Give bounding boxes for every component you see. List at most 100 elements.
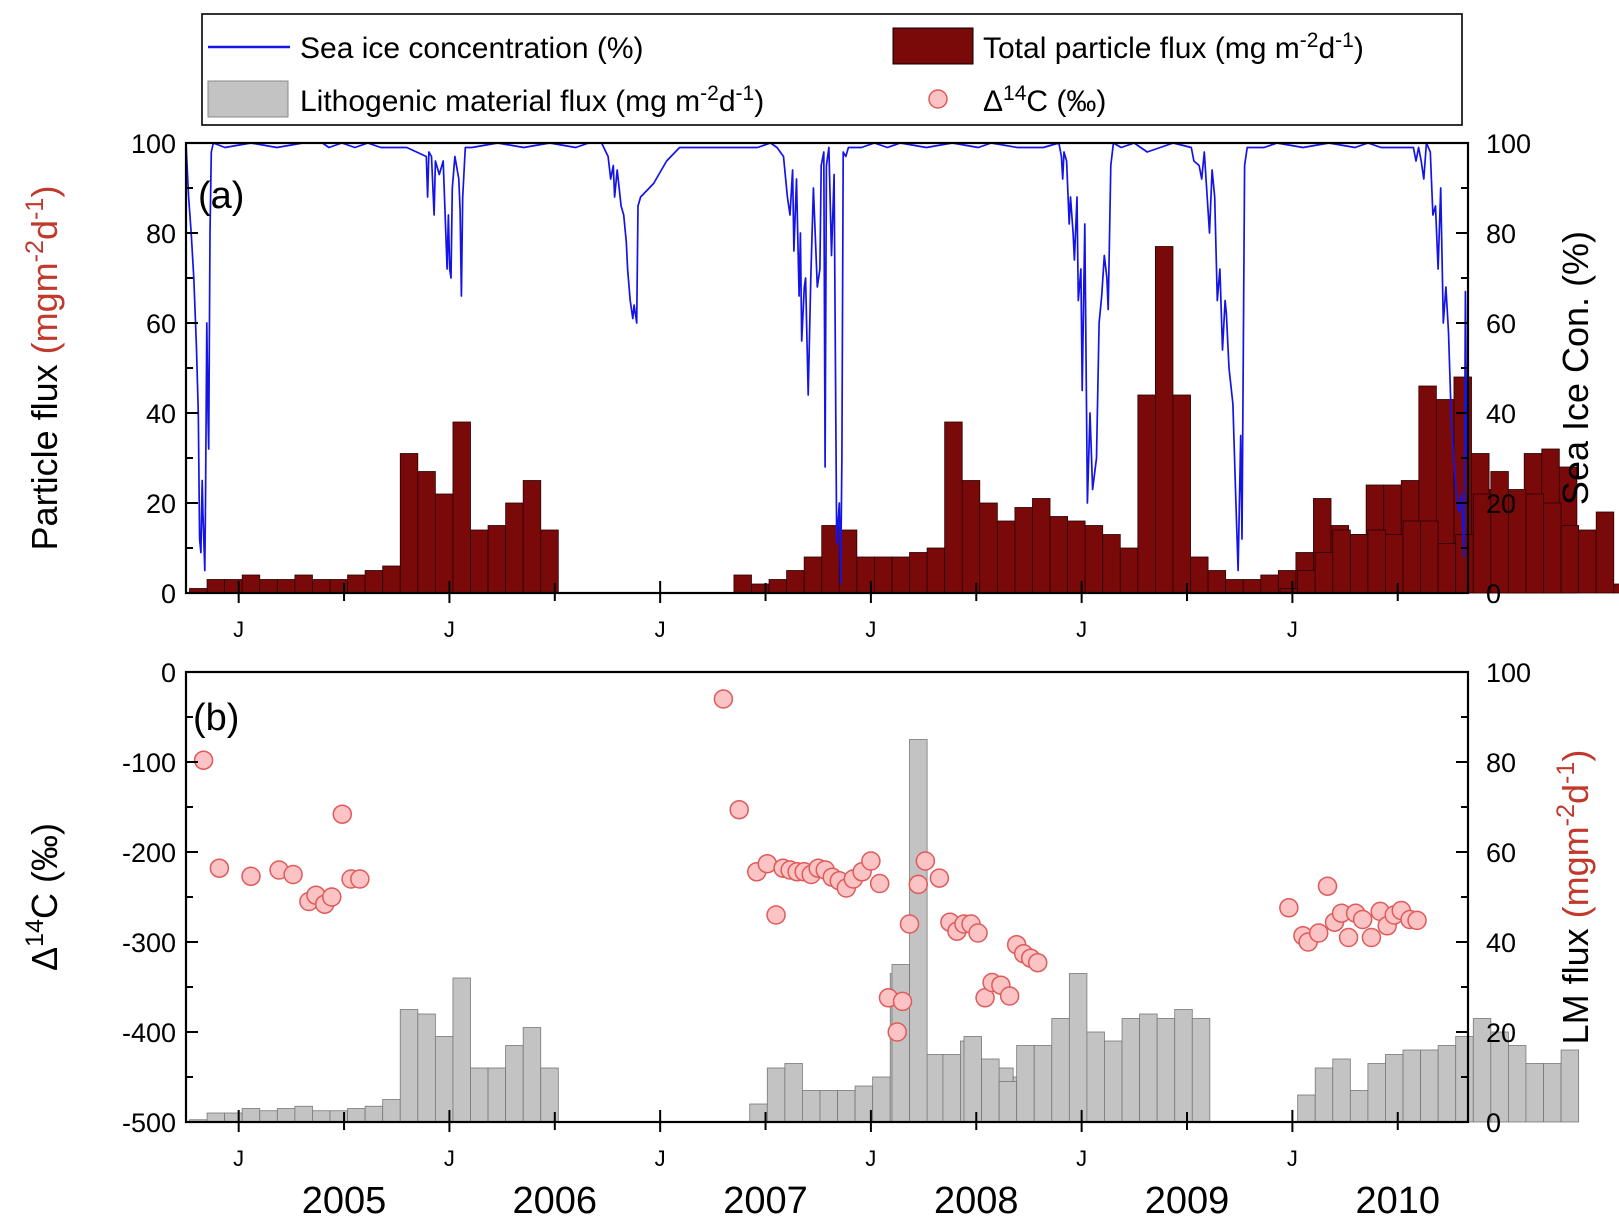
d14c-point [1352,909,1373,930]
total-flux-bar [733,574,752,594]
lm-flux-bar [1174,1009,1193,1123]
total-flux-bar [1260,574,1279,594]
panel-a-right-axis-label: Sea Ice Con. (%) [1555,231,1596,505]
total-flux-bar [838,529,858,594]
panel-b-label: (b) [193,697,239,739]
total-flux-bar [1207,570,1227,594]
total-flux-bar [434,493,454,594]
lm-flux-bar [1525,1063,1544,1123]
lm-flux-bar [505,1045,524,1123]
left-tick-label: 60 [146,309,176,339]
d14c-point [1308,923,1329,943]
total-flux-bar [1225,579,1244,594]
lm-flux-bar [1033,1045,1053,1123]
left-tick-label: -400 [122,1018,176,1048]
x-month-label: J [1287,1146,1298,1171]
lm-flux-bar [1507,1045,1527,1123]
x-month-label: J [1076,1146,1087,1171]
d14c-point [1027,952,1048,973]
lm-flux-bar [1455,1036,1474,1123]
year-label: 2005 [302,1180,387,1222]
lm-flux-bar [1385,1054,1404,1123]
left-tick-label: -500 [122,1108,176,1138]
lm-flux-bar [819,1090,838,1123]
total-flux-bar [1578,529,1597,594]
total-flux-bar [470,529,489,594]
right-tick-label: 80 [1486,219,1516,249]
legend-sea-ice-label: Sea ice concentration (%) [300,32,644,65]
total-flux-bar [1155,246,1174,594]
total-flux-bar [1595,511,1615,594]
left-tick-label: 80 [146,219,176,249]
total-flux-bars [189,246,1619,594]
lm-flux-bar [1104,1040,1123,1123]
year-label: 2007 [723,1180,808,1222]
left-tick-label: 0 [161,579,176,609]
lm-flux-bar [1139,1013,1158,1123]
lm-flux-bar [417,1013,436,1123]
total-flux-bar [1032,498,1051,594]
x-month-label: J [655,617,666,642]
panel-b-right-axis-label: LM flux (mgm-2d-1) [1552,750,1596,1045]
total-flux-bar [1349,534,1369,594]
d14c-point [1279,898,1299,918]
total-flux-bar [1014,507,1033,594]
total-flux-bar [1190,556,1209,594]
lm-flux-bar [1086,1031,1105,1123]
x-month-label: J [865,1146,876,1171]
right-tick-label: 60 [1486,309,1516,339]
panel-a-left-axis-label: Particle flux (mgm-2d-1) [21,186,65,551]
lm-flux-bar [1349,1090,1369,1123]
left-tick-label: 40 [146,399,176,429]
lm-flux-bar [434,1036,454,1123]
lm-flux-bar [766,1067,786,1123]
year-label: 2009 [1145,1180,1230,1222]
lm-flux-bar [924,1054,944,1123]
d14c-point [350,869,370,889]
panel-a: 0 20 40 60 80 100 0 20 40 60 80 100 J J J J J J (a) Parti… [21,129,1619,642]
x-month-label: J [444,617,455,642]
total-flux-bar [1420,520,1439,594]
d14c-point [861,851,881,871]
total-flux-bar [1543,502,1562,594]
total-flux-bar [1332,529,1351,594]
d14c-point [999,986,1020,1006]
total-flux-bar [417,471,436,594]
total-flux-bar [1402,520,1421,594]
total-flux-bar [1385,534,1404,594]
panel-b-frame [184,670,1470,1124]
total-flux-bar [1242,579,1262,594]
total-flux-bar [926,547,946,594]
total-flux-bar [1119,547,1139,594]
total-flux-bar [487,525,507,594]
lm-flux-bar [1191,1018,1211,1123]
total-flux-bar [1560,525,1580,594]
d14c-point [766,905,786,925]
total-flux-bar [294,574,313,594]
d14c-point [713,689,734,709]
lm-flux-bar [1332,1058,1351,1123]
total-flux-bar [1137,394,1156,594]
d14c-point [1407,910,1427,931]
total-flux-bar [1102,534,1121,594]
d14c-point [729,799,749,820]
d14c-point [1338,927,1359,948]
d14c-point [241,866,261,887]
lm-flux-bar [1402,1049,1421,1123]
right-tick-label: 20 [1486,489,1516,519]
lm-flux-bar [1051,1018,1070,1123]
d14c-point [283,864,303,885]
d14c-point [209,858,230,878]
left-tick-label: -200 [122,838,176,868]
legend: Sea ice concentration (%) Total particle… [201,13,1463,126]
total-flux-bar [1314,552,1334,594]
d14c-point [968,923,988,943]
d14c-point [1317,876,1338,896]
legend-total-flux-label: Total particle flux (mg m-2d-1) [983,29,1364,66]
lm-flux-bar [276,1108,296,1123]
lm-flux-bars [189,739,1580,1123]
lm-flux-bar [1121,1018,1140,1123]
total-flux-bar [996,520,1016,594]
